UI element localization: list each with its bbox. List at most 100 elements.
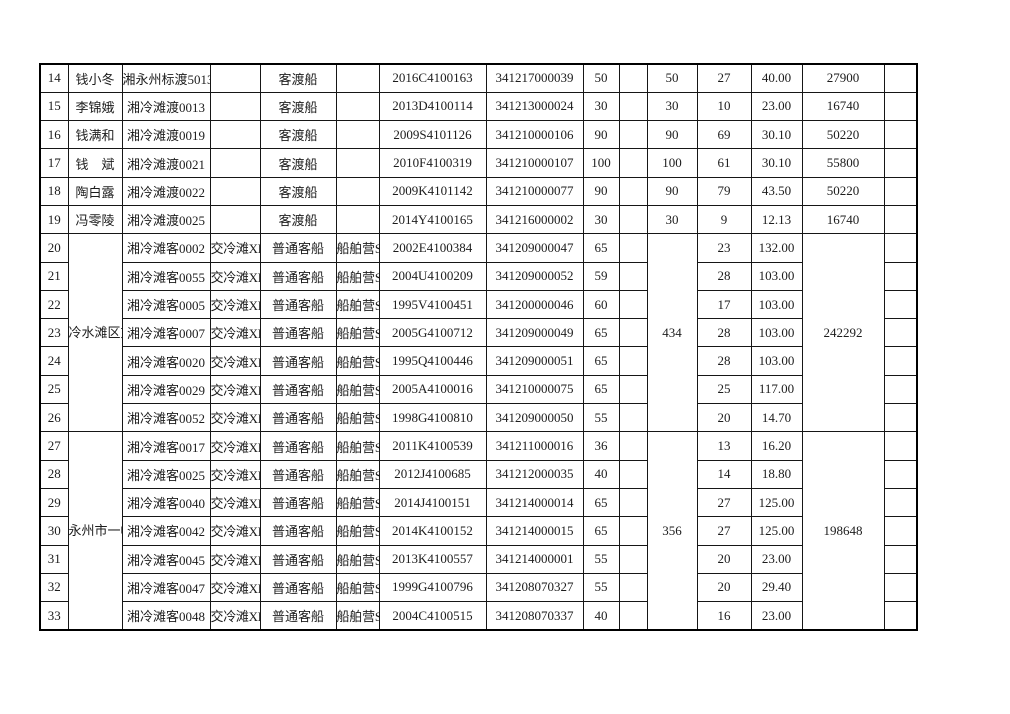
value-cell: 103.00	[750, 261, 803, 291]
reg-no-cell: 341211000016	[485, 431, 584, 461]
count-cell: 27	[696, 63, 752, 93]
license-cell	[209, 148, 261, 178]
ship-name-cell: 湘冷滩客0045	[121, 544, 211, 574]
ship-type-cell: 客渡船	[259, 63, 337, 93]
cert-no-cell: 船舶营SW(2018)0020	[335, 346, 380, 376]
value-cell: 43.50	[750, 176, 803, 206]
cert-no-cell	[335, 120, 380, 150]
license-cell	[209, 63, 261, 93]
ship-name-cell: 湘冷滩客0017	[121, 431, 211, 461]
license-cell	[209, 204, 261, 235]
ship-name-cell: 湘冷滩客0007	[121, 318, 211, 348]
cert-no-cell: 船舶营SW(2018)0005	[335, 289, 380, 320]
amount-cell: 242292	[801, 233, 885, 433]
license-cell: 交冷滩XK0001	[209, 403, 261, 433]
value-cell: 18.80	[750, 459, 803, 489]
end-spacer-cell	[883, 346, 918, 376]
value-cell: 117.00	[750, 374, 803, 405]
ship-type-cell: 普通客船	[259, 289, 337, 320]
cert-no-cell: 船舶营SW(2018)0017	[335, 431, 380, 461]
count-cell: 28	[696, 346, 752, 376]
ship-id-cell: 2014J4100151	[378, 487, 487, 518]
capacity-cell: 65	[582, 516, 620, 546]
table-row: 15 李锦娥 湘冷滩渡0013 客渡船 2013D4100114 3412130…	[39, 91, 918, 122]
count-cell: 9	[696, 204, 752, 235]
reg-no-cell: 341214000001	[485, 544, 584, 574]
capacity-cell: 90	[582, 176, 620, 206]
reg-no-cell: 341209000047	[485, 233, 584, 263]
ship-name-cell: 湘冷滩客0020	[121, 346, 211, 376]
table-row: 26 湘冷滩客0052 交冷滩XK0001 普通客船 船舶营SW(2018)00…	[39, 403, 918, 433]
end-spacer-cell	[883, 601, 918, 631]
value-cell: 103.00	[750, 289, 803, 320]
table-row: 17 钱 斌 湘冷滩渡0021 客渡船 2010F4100319 3412100…	[39, 148, 918, 178]
owner-cell: 李锦娥	[67, 91, 123, 122]
end-spacer-cell	[883, 289, 918, 320]
reg-no-cell: 341217000039	[485, 63, 584, 93]
spacer-cell	[618, 487, 648, 518]
row-no-cell: 22	[39, 289, 69, 320]
ship-id-cell: 2004U4100209	[378, 261, 487, 291]
total-capacity-cell: 434	[646, 233, 698, 433]
ship-id-cell: 1999G4100796	[378, 572, 487, 603]
ship-name-cell: 湘冷滩客0025	[121, 459, 211, 489]
spacer-cell	[618, 544, 648, 574]
count-cell: 20	[696, 572, 752, 603]
capacity-cell: 65	[582, 233, 620, 263]
ship-name-cell: 湘冷滩客0042	[121, 516, 211, 546]
ship-name-cell: 湘永州标渡5013	[121, 63, 211, 93]
count-cell: 25	[696, 374, 752, 405]
end-spacer-cell	[883, 91, 918, 122]
value-cell: 12.13	[750, 204, 803, 235]
count-cell: 14	[696, 459, 752, 489]
cert-no-cell: 船舶营SW(2018)0029	[335, 374, 380, 405]
cert-no-cell: 船舶营SW(2018)0055	[335, 261, 380, 291]
value-cell: 16.20	[750, 431, 803, 461]
amount-cell: 16740	[801, 204, 885, 235]
owner-cell: 钱 斌	[67, 148, 123, 178]
license-cell: 交冷滩XK0040	[209, 572, 261, 603]
ship-type-cell: 普通客船	[259, 346, 337, 376]
count-cell: 27	[696, 516, 752, 546]
count-cell: 13	[696, 431, 752, 461]
value-cell: 14.70	[750, 403, 803, 433]
reg-no-cell: 341212000035	[485, 459, 584, 489]
reg-no-cell: 341210000075	[485, 374, 584, 405]
table-row: 31 湘冷滩客0045 交冷滩XK0040 普通客船 船舶营SW(2018)00…	[39, 544, 918, 574]
row-no-cell: 17	[39, 148, 69, 178]
ship-type-cell: 普通客船	[259, 431, 337, 461]
reg-no-cell: 341216000002	[485, 204, 584, 235]
count-cell: 61	[696, 148, 752, 178]
spacer-cell	[618, 572, 648, 603]
table-row: 32 湘冷滩客0047 交冷滩XK0040 普通客船 船舶营SW(2018)00…	[39, 572, 918, 603]
owner-company-cell: 冷水滩区文明水上客运有限责任公司	[67, 233, 123, 433]
value-cell: 23.00	[750, 544, 803, 574]
ship-id-cell: 2016C4100163	[378, 63, 487, 93]
cert-no-cell: 船舶营SW(2018)0047	[335, 572, 380, 603]
table-row: 23 湘冷滩客0007 交冷滩XK0001 普通客船 船舶营SW(2018)00…	[39, 318, 918, 348]
license-cell: 交冷滩XK0001	[209, 346, 261, 376]
owner-cell: 钱小冬	[67, 63, 123, 93]
reg-no-cell: 341213000024	[485, 91, 584, 122]
spacer-cell	[618, 120, 648, 150]
value-cell: 23.00	[750, 91, 803, 122]
license-cell: 交冷滩XK0040	[209, 601, 261, 631]
table-row: 24 湘冷滩客0020 交冷滩XK0001 普通客船 船舶营SW(2018)00…	[39, 346, 918, 376]
ship-type-cell: 普通客船	[259, 374, 337, 405]
row-no-cell: 30	[39, 516, 69, 546]
reg-no-cell: 341208070327	[485, 572, 584, 603]
row-no-cell: 31	[39, 544, 69, 574]
table-row: 25 湘冷滩客0029 交冷滩XK0001 普通客船 船舶营SW(2018)00…	[39, 374, 918, 405]
value-cell: 125.00	[750, 487, 803, 518]
ship-id-cell: 2005G4100712	[378, 318, 487, 348]
row-no-cell: 16	[39, 120, 69, 150]
end-spacer-cell	[883, 431, 918, 461]
spacer-cell	[618, 346, 648, 376]
ship-name-cell: 湘冷滩客0029	[121, 374, 211, 405]
ship-name-cell: 湘冷滩客0052	[121, 403, 211, 433]
reg-no-cell: 341210000106	[485, 120, 584, 150]
ship-type-cell: 普通客船	[259, 318, 337, 348]
license-cell	[209, 176, 261, 206]
ship-type-cell: 普通客船	[259, 544, 337, 574]
